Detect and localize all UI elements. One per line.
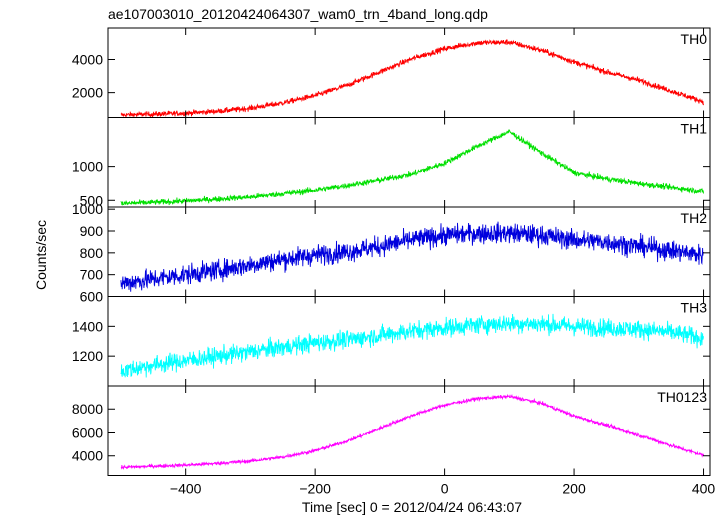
y-tick-label: 700 <box>80 267 104 283</box>
y-tick-label: 2000 <box>72 85 103 101</box>
y-tick-label: 4000 <box>72 51 103 67</box>
x-axis-label: Time [sec] 0 = 2012/04/24 06:43:07 <box>302 499 522 515</box>
y-tick-label: 8000 <box>72 401 103 417</box>
panel-label: TH1 <box>681 121 708 137</box>
y-tick-label: 1400 <box>72 318 103 334</box>
y-tick-label: 500 <box>80 192 104 208</box>
x-tick-label: −400 <box>170 481 202 497</box>
panel-th0123: 4000 6000 8000 TH0123 <box>72 385 711 476</box>
panel-frame <box>107 296 711 387</box>
panel-label: TH3 <box>681 300 708 316</box>
y-tick-label: 1000 <box>72 159 103 175</box>
series-line-th0123 <box>120 393 704 471</box>
panel-label: TH2 <box>681 210 708 226</box>
chart-title: ae107003010_20120424064307_wam0_trn_4ban… <box>108 6 488 22</box>
series-line-th0 <box>120 39 704 119</box>
panel-th0: 2000 4000 TH0 <box>72 27 711 119</box>
panel-frame <box>107 385 711 476</box>
panel-frame <box>107 117 711 208</box>
y-tick-label: 1000 <box>72 201 103 217</box>
x-tick-label: 400 <box>692 481 716 497</box>
panel-frame <box>107 206 711 297</box>
x-tick-label: 0 <box>441 481 449 497</box>
panel-th2: 600 700 800 900 1000 TH2 <box>72 201 711 305</box>
panel-th1: 500 1000 TH1 <box>72 117 711 208</box>
y-tick-label: 900 <box>80 223 104 239</box>
y-tick-label: 600 <box>80 289 104 305</box>
y-tick-label: 6000 <box>72 424 103 440</box>
series-line-th1 <box>120 129 704 206</box>
series-line-th2 <box>120 221 704 292</box>
x-tick-label: 200 <box>562 481 586 497</box>
y-tick-label: 1200 <box>72 348 103 364</box>
y-tick-label: 4000 <box>72 448 103 464</box>
panel-label: TH0 <box>681 31 708 47</box>
panels: 20004000TH05001000TH16007008009001000TH2… <box>72 27 716 497</box>
y-axis-label: Counts/sec <box>33 220 49 290</box>
series-line-th3 <box>120 313 704 378</box>
panel-label: TH0123 <box>657 389 707 405</box>
y-tick-label: 800 <box>80 245 104 261</box>
x-tick-label: −200 <box>299 481 331 497</box>
panel-th3: 1200 1400 TH3 <box>72 296 711 387</box>
